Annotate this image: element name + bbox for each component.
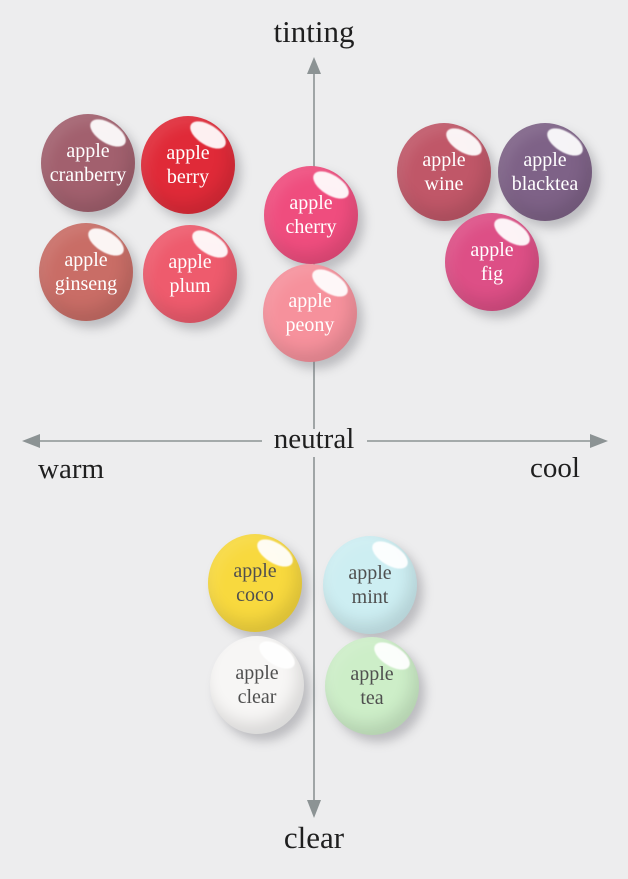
product-label: apple fig <box>445 213 539 311</box>
product-label: apple peony <box>263 264 357 362</box>
product-label: apple mint <box>323 536 417 634</box>
product-label: apple cranberry <box>41 114 135 212</box>
product-label: apple wine <box>397 123 491 221</box>
swatch-apple-ginseng: apple ginseng <box>39 222 133 321</box>
product-label-line1: apple <box>350 662 394 685</box>
product-label-line2: tea <box>360 687 384 709</box>
swatch-apple-blacktea: apple blacktea <box>498 122 592 221</box>
swatch-apple-fig: apple fig <box>445 212 539 311</box>
product-label-line2: clear <box>237 686 277 708</box>
product-label-line2: ginseng <box>54 273 118 295</box>
product-label-line2: wine <box>424 173 464 195</box>
product-label-line1: apple <box>348 561 392 584</box>
product-label-line2: mint <box>351 586 389 608</box>
product-label-line1: apple <box>289 191 333 214</box>
product-label-line2: cherry <box>285 216 337 238</box>
swatch-apple-plum: apple plum <box>143 224 237 323</box>
product-label-line2: peony <box>285 314 335 336</box>
swatch-apple-mint: apple mint <box>323 535 417 634</box>
product-label: apple berry <box>141 116 235 214</box>
swatch-apple-tea: apple tea <box>325 636 419 735</box>
product-label-line1: apple <box>233 559 277 582</box>
axis-label-cool: cool <box>530 452 580 484</box>
product-label-line1: apple <box>288 289 332 312</box>
product-label: apple clear <box>210 636 304 734</box>
axis-label-neutral: neutral <box>273 423 355 456</box>
arrowhead-right-icon <box>590 434 608 448</box>
product-label-line2: blacktea <box>511 173 579 195</box>
product-label-line2: coco <box>236 584 274 606</box>
product-label: apple ginseng <box>39 223 133 321</box>
axis-label-tinting: tinting <box>273 14 355 49</box>
product-label-line1: apple <box>235 661 279 684</box>
product-label-line2: berry <box>166 166 210 188</box>
product-label: apple blacktea <box>498 123 592 221</box>
arrowhead-left-icon <box>22 434 40 448</box>
product-label: apple tea <box>325 637 419 735</box>
product-label-line1: apple <box>523 148 567 171</box>
product-label-line1: apple <box>64 248 108 271</box>
product-label-line2: cranberry <box>49 164 127 186</box>
product-label: apple plum <box>143 225 237 323</box>
product-label-line2: plum <box>169 275 211 297</box>
product-label-line1: apple <box>470 238 514 261</box>
arrowhead-up-icon <box>307 57 321 74</box>
swatch-apple-peony: apple peony <box>263 263 357 362</box>
swatch-apple-cranberry: apple cranberry <box>41 113 135 212</box>
product-label-line1: apple <box>166 141 210 164</box>
axis-label-warm: warm <box>38 453 105 485</box>
arrowhead-down-icon <box>307 800 321 818</box>
swatch-apple-berry: apple berry <box>141 115 235 214</box>
product-label-line2: fig <box>480 263 504 285</box>
product-label: apple coco <box>208 534 302 632</box>
swatch-apple-cherry: apple cherry <box>264 165 358 264</box>
swatch-apple-clear: apple clear <box>210 635 304 734</box>
axis-label-clear: clear <box>283 820 345 855</box>
product-label-line1: apple <box>422 148 466 171</box>
product-label-line1: apple <box>66 139 110 162</box>
product-label-line1: apple <box>168 250 212 273</box>
swatch-apple-coco: apple coco <box>208 533 302 632</box>
product-label: apple cherry <box>264 166 358 264</box>
swatch-apple-wine: apple wine <box>397 122 491 221</box>
